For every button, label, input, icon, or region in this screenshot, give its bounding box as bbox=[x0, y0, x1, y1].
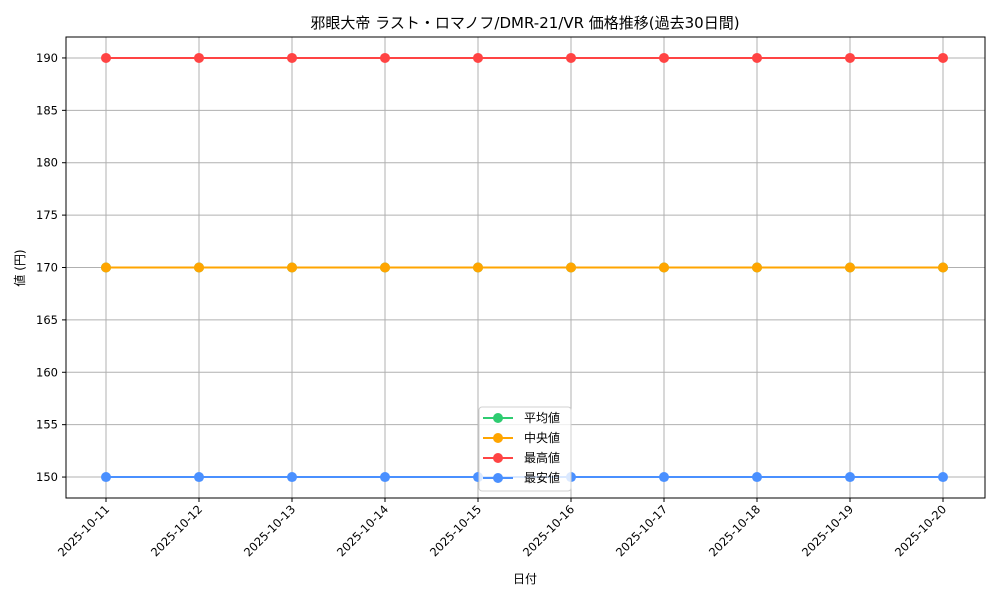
data-point bbox=[194, 52, 204, 63]
data-point bbox=[752, 52, 762, 63]
y-tick-label: 160 bbox=[36, 365, 58, 379]
x-tick-label: 2025-10-11 bbox=[55, 502, 112, 559]
legend-label: 最高値 bbox=[524, 450, 560, 465]
y-axis-label: 値 (円) bbox=[12, 249, 27, 286]
legend-label: 最安値 bbox=[524, 470, 560, 485]
data-point bbox=[659, 262, 669, 273]
x-tick-label: 2025-10-13 bbox=[241, 502, 298, 559]
data-point bbox=[938, 52, 948, 63]
x-tick-label: 2025-10-15 bbox=[427, 502, 484, 559]
data-point bbox=[287, 472, 297, 483]
data-point bbox=[194, 262, 204, 273]
data-point bbox=[287, 52, 297, 63]
legend-marker bbox=[493, 413, 503, 423]
x-tick-label: 2025-10-20 bbox=[892, 502, 949, 559]
legend-marker bbox=[493, 473, 503, 483]
x-tick-label: 2025-10-14 bbox=[334, 502, 391, 559]
data-point bbox=[566, 262, 576, 273]
data-point bbox=[938, 472, 948, 483]
data-point bbox=[752, 472, 762, 483]
data-point bbox=[845, 472, 855, 483]
data-point bbox=[752, 262, 762, 273]
legend-label: 中央値 bbox=[524, 430, 560, 445]
data-point bbox=[845, 52, 855, 63]
data-point bbox=[659, 52, 669, 63]
data-point bbox=[380, 262, 390, 273]
y-tick-label: 165 bbox=[36, 313, 58, 327]
data-point bbox=[101, 262, 111, 273]
legend-marker bbox=[493, 453, 503, 463]
data-point bbox=[287, 262, 297, 273]
data-point bbox=[101, 52, 111, 63]
data-point bbox=[194, 472, 204, 483]
data-point bbox=[380, 52, 390, 63]
x-tick-label: 2025-10-19 bbox=[799, 502, 856, 559]
data-point bbox=[101, 472, 111, 483]
x-tick-label: 2025-10-16 bbox=[520, 502, 577, 559]
chart-title: 邪眼大帝 ラスト・ロマノフ/DMR-21/VR 価格推移(過去30日間) bbox=[310, 14, 739, 32]
data-point bbox=[380, 472, 390, 483]
y-tick-label: 170 bbox=[36, 261, 58, 275]
x-axis-label: 日付 bbox=[513, 572, 537, 586]
x-tick-label: 2025-10-12 bbox=[148, 502, 205, 559]
y-tick-label: 150 bbox=[36, 470, 58, 484]
x-tick-label: 2025-10-17 bbox=[613, 502, 670, 559]
data-point bbox=[938, 262, 948, 273]
legend-label: 平均値 bbox=[524, 410, 560, 425]
data-point bbox=[845, 262, 855, 273]
data-point bbox=[566, 52, 576, 63]
x-tick-label: 2025-10-18 bbox=[706, 502, 763, 559]
y-tick-label: 190 bbox=[36, 51, 58, 65]
y-tick-label: 185 bbox=[36, 103, 58, 117]
data-point bbox=[473, 262, 483, 273]
legend-box bbox=[478, 406, 572, 492]
y-tick-label: 180 bbox=[36, 156, 58, 170]
data-point bbox=[659, 472, 669, 483]
y-tick-label: 175 bbox=[36, 208, 58, 222]
data-point bbox=[473, 52, 483, 63]
legend-marker bbox=[493, 433, 503, 443]
y-tick-label: 155 bbox=[36, 418, 58, 432]
